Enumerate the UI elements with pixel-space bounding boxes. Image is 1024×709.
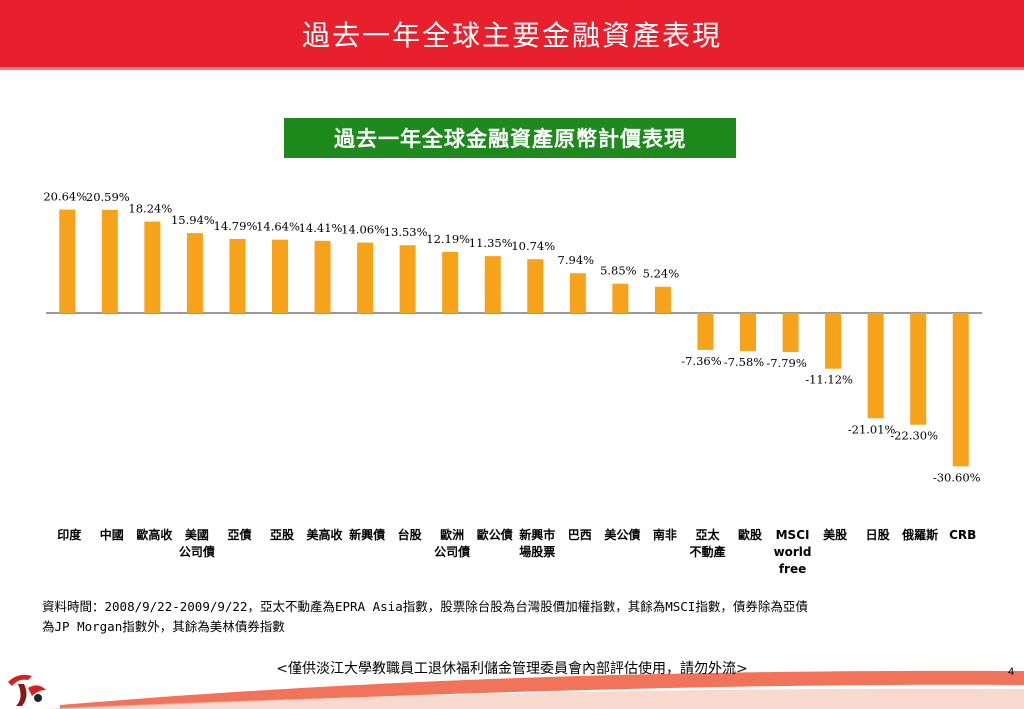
category-label: 中國 (100, 527, 124, 542)
bar (782, 313, 799, 353)
bar (952, 313, 969, 467)
bar (697, 313, 714, 350)
bar (229, 238, 246, 313)
value-label: -30.60% (933, 470, 981, 484)
value-label: -7.36% (681, 354, 721, 368)
page-number: 4 (1008, 666, 1015, 678)
logo-icon (8, 674, 46, 706)
value-label: 14.06% (341, 223, 385, 237)
bar (101, 209, 118, 313)
bar (569, 273, 586, 313)
bar (910, 313, 927, 425)
value-label: 11.35% (469, 236, 513, 250)
value-label: 20.64% (43, 190, 87, 204)
bar (399, 245, 416, 313)
header-bar: 過去一年全球主要金融資產表現 (0, 0, 1024, 70)
category-label: 新興市場股票 (519, 527, 555, 559)
bar (314, 240, 331, 313)
bar (484, 256, 501, 313)
value-label: 13.53% (384, 225, 428, 239)
category-label: CRB (949, 528, 976, 542)
note-line-2: 為JP Morgan指數外，其餘為美林債券指數 (42, 619, 285, 634)
value-label: -22.30% (890, 429, 938, 443)
value-label: 12.19% (426, 232, 470, 246)
bar (186, 233, 203, 313)
category-label: 歐洲公司債 (434, 527, 470, 559)
bar (740, 313, 756, 351)
category-label: 亞股 (270, 527, 295, 542)
bar (612, 283, 629, 313)
note-line-1: 資料時間：2008/9/22-2009/9/22，亞太不動產為EPRA Asia… (42, 599, 808, 614)
chart-title: 過去一年全球金融資產原幣計價表現 (284, 118, 736, 158)
value-label: 15.94% (171, 213, 215, 227)
bar (442, 251, 459, 313)
category-label: 美國公司債 (179, 527, 215, 559)
bar (654, 286, 671, 313)
slide-title: 過去一年全球主要金融資產表現 (301, 19, 722, 52)
value-label: -7.79% (766, 356, 806, 370)
bar-chart: 20.64% 印度 20.59% 中國 18.24% 歐高收 15.94% 美國公司債 14.7… (43, 190, 982, 576)
category-label: 俄羅斯 (901, 527, 938, 542)
category-label: 歐高收 (136, 527, 172, 542)
category-label: 亞債 (227, 527, 251, 542)
category-label: 美高收 (307, 527, 343, 542)
footer-swoosh (40, 670, 1024, 709)
category-label: 南非 (653, 527, 677, 542)
bar (867, 313, 884, 419)
value-label: -7.58% (724, 355, 764, 369)
bar (59, 209, 76, 313)
bar (825, 313, 842, 369)
value-label: -21.01% (848, 422, 896, 436)
value-label: 20.59% (86, 190, 130, 204)
value-label: 14.64% (256, 220, 300, 234)
data-source-note: 資料時間：2008/9/22-2009/9/22，亞太不動產為EPRA Asia… (42, 597, 982, 637)
category-label: 印度 (57, 527, 82, 542)
value-label: 5.24% (643, 267, 680, 281)
bar (144, 221, 161, 313)
bar (272, 239, 288, 313)
bar (527, 259, 544, 313)
category-label: MSCI world free (774, 528, 812, 576)
value-label: 5.85% (600, 264, 637, 278)
footer-disclaimer: <僅供淡江大學教職員工退休福利儲金管理委員會內部評估使用，請勿外流> (276, 661, 748, 677)
category-label: 美股 (823, 527, 848, 542)
value-label: 14.41% (299, 221, 343, 235)
value-label: 7.94% (558, 253, 595, 267)
category-label: 日股 (866, 527, 891, 542)
category-label: 美公債 (604, 527, 640, 542)
bar (357, 242, 374, 313)
category-label: 巴西 (568, 528, 592, 542)
category-label: 歐公債 (477, 527, 513, 542)
value-label: 18.24% (128, 202, 172, 216)
category-label: 亞太不動產 (689, 527, 725, 559)
category-label: 新興債 (349, 527, 385, 542)
category-label: 歐股 (738, 527, 763, 542)
value-label: -11.12% (805, 373, 853, 387)
value-label: 14.79% (214, 219, 258, 233)
value-label: 10.74% (511, 239, 555, 253)
category-label: 台股 (398, 527, 423, 542)
